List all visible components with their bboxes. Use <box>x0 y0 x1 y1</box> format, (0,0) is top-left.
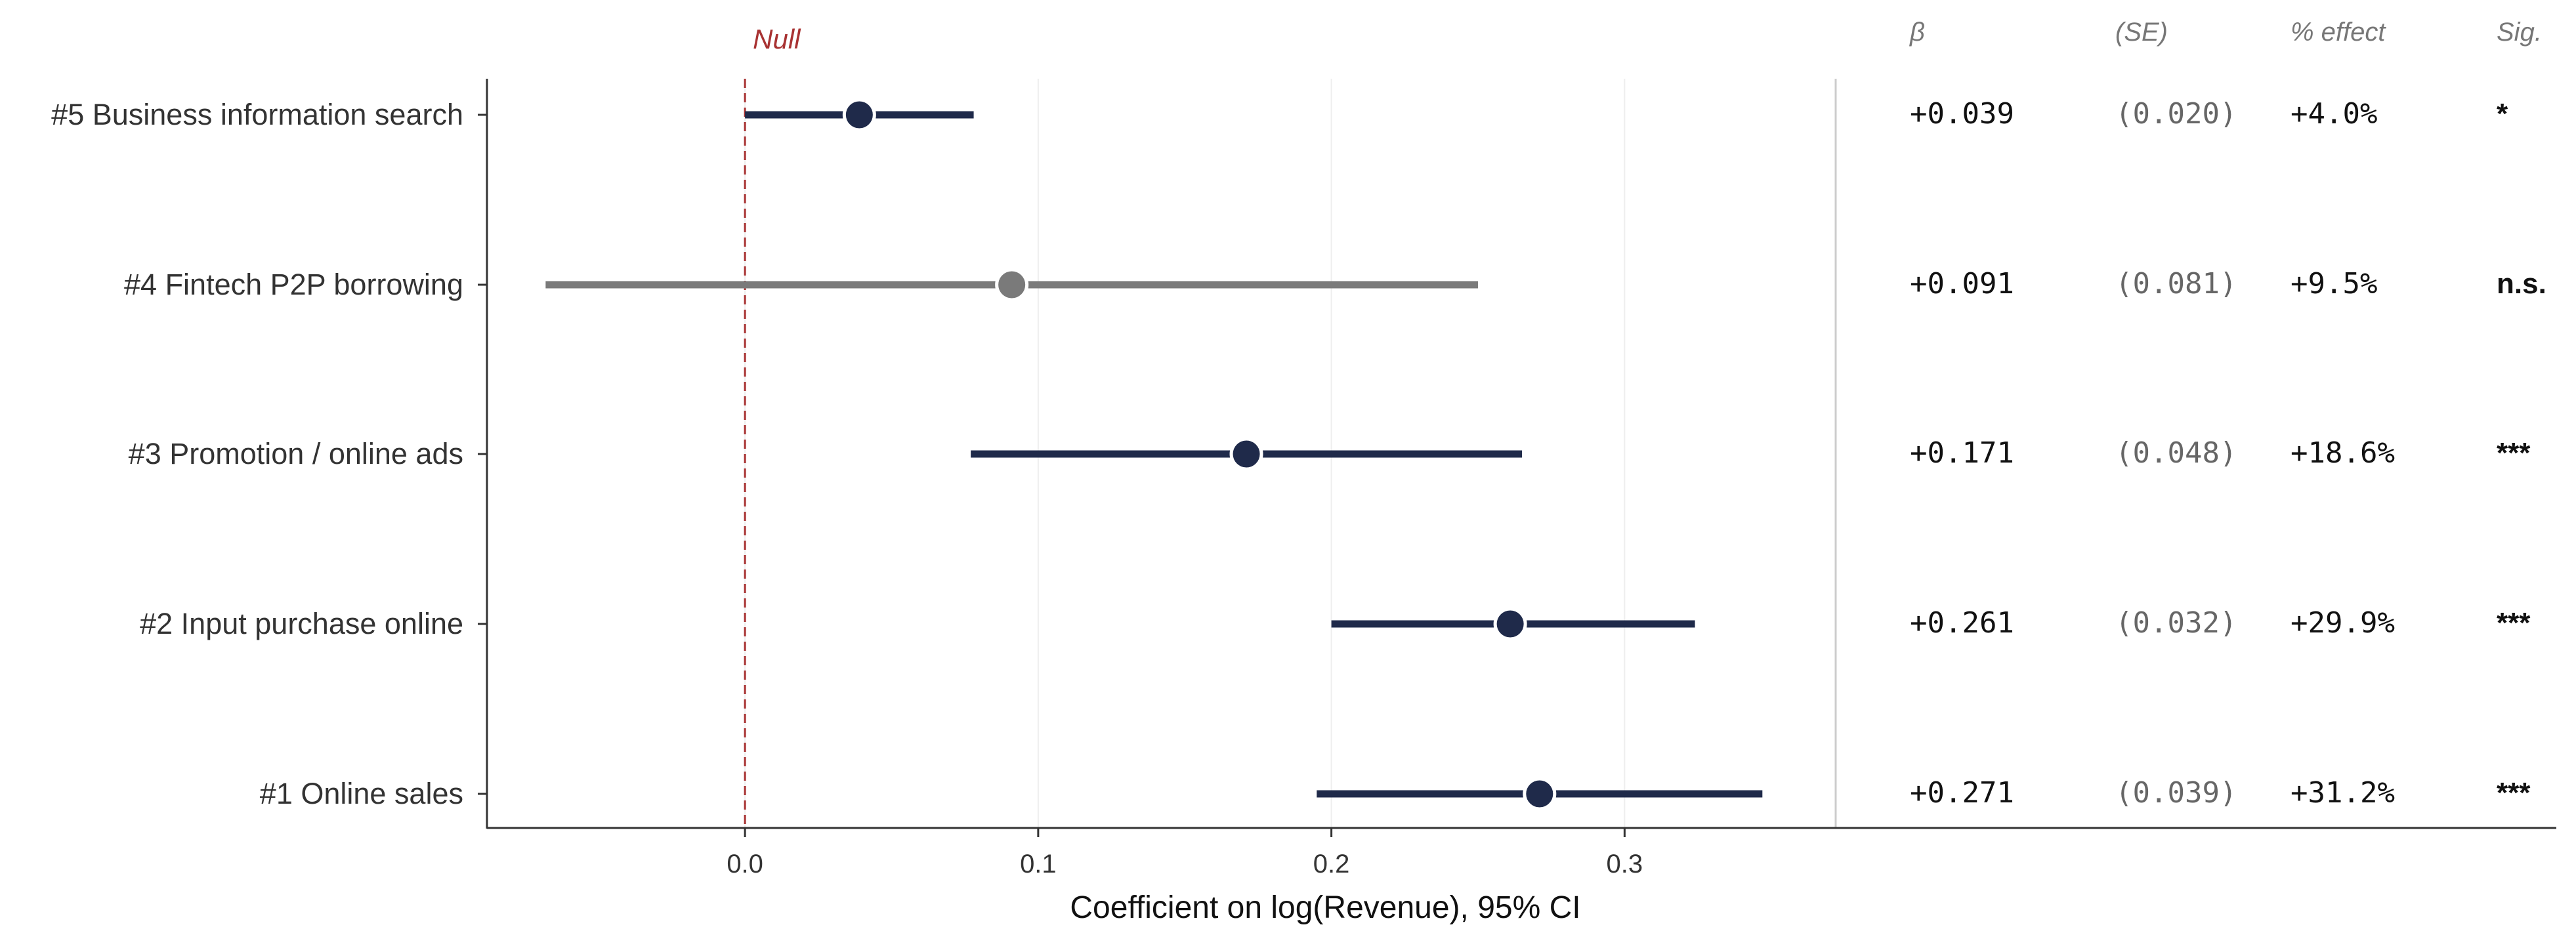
null-label: Null <box>753 24 801 54</box>
beta-value: +0.271 <box>1910 776 2014 810</box>
sig-value: *** <box>2497 437 2531 469</box>
x-axis-label: Coefficient on log(Revenue), 95% CI <box>1070 890 1580 925</box>
se-value: (0.032) <box>2115 606 2237 640</box>
x-tick-label: 0.0 <box>727 850 763 878</box>
sig-value: *** <box>2497 777 2531 809</box>
estimate-point <box>995 268 1029 302</box>
beta-value: +0.261 <box>1910 606 2014 640</box>
effect-value: +4.0% <box>2291 97 2377 131</box>
header-beta: β <box>1909 18 1925 47</box>
y-tick-label: #1 Online sales <box>260 777 463 810</box>
se-value: (0.020) <box>2115 97 2237 131</box>
effect-value: +31.2% <box>2291 776 2395 810</box>
effect-value: +9.5% <box>2291 267 2377 300</box>
estimate-point <box>1229 437 1263 471</box>
header-se: (SE) <box>2115 18 2168 47</box>
se-value: (0.039) <box>2115 776 2237 810</box>
header-sig: Sig. <box>2497 18 2542 47</box>
estimate-point <box>1493 607 1527 641</box>
x-tick-label: 0.3 <box>1607 850 1643 878</box>
header-effect: % effect <box>2291 18 2386 47</box>
y-tick-label: #3 Promotion / online ads <box>129 437 463 470</box>
estimate-point <box>1523 777 1557 811</box>
effect-value: +29.9% <box>2291 606 2395 640</box>
effect-value: +18.6% <box>2291 436 2395 470</box>
sig-value: n.s. <box>2497 268 2546 300</box>
beta-value: +0.171 <box>1910 436 2014 470</box>
y-tick-label: #5 Business information search <box>51 98 463 131</box>
y-tick-label: #2 Input purchase online <box>140 607 463 640</box>
beta-value: +0.039 <box>1910 97 2014 131</box>
sig-value: * <box>2497 98 2508 130</box>
sig-value: *** <box>2497 607 2531 639</box>
estimate-point <box>842 98 876 132</box>
x-tick-label: 0.2 <box>1313 850 1350 878</box>
beta-value: +0.091 <box>1910 267 2014 300</box>
x-tick-label: 0.1 <box>1020 850 1057 878</box>
y-tick-label: #4 Fintech P2P borrowing <box>124 268 463 301</box>
se-value: (0.048) <box>2115 436 2237 470</box>
se-value: (0.081) <box>2115 267 2237 300</box>
